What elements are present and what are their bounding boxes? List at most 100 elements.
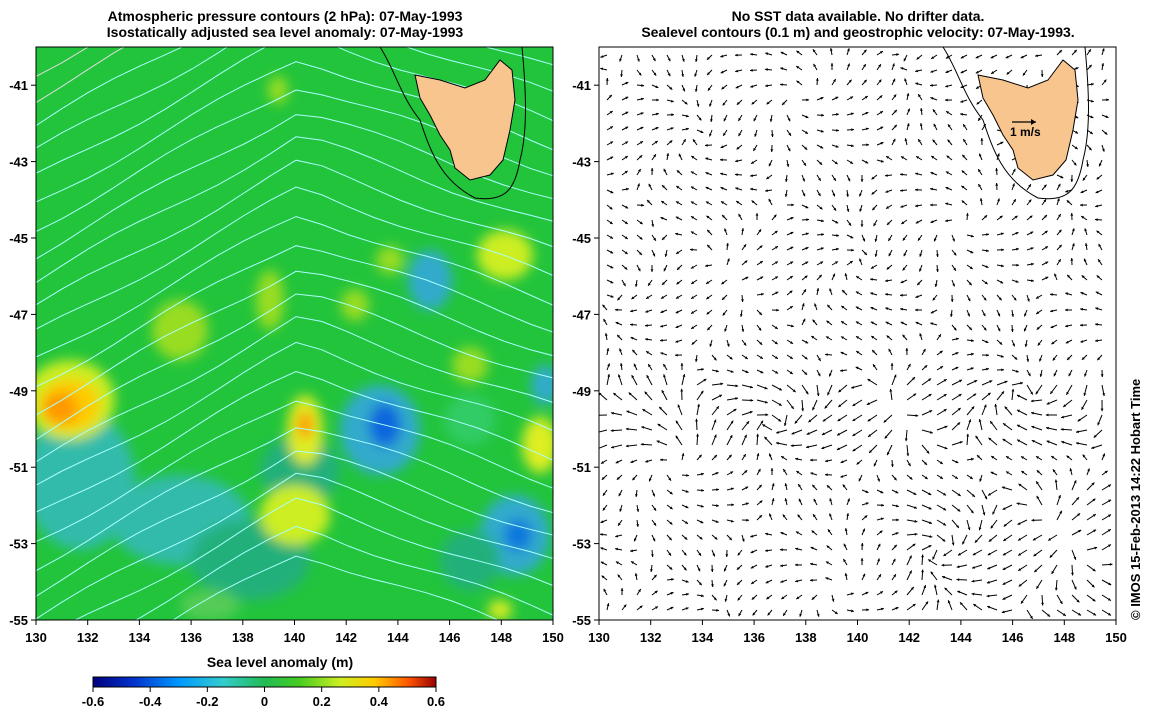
velocity-arrow (861, 63, 867, 71)
velocity-arrow (945, 110, 953, 116)
velocity-arrow (996, 309, 1001, 317)
velocity-arrow (735, 187, 743, 191)
velocity-arrow-head (834, 161, 838, 165)
velocity-arrow-head (644, 391, 648, 395)
velocity-arrow (1011, 382, 1024, 386)
velocity-arrow-head (888, 348, 892, 352)
velocity-arrow (861, 573, 866, 581)
velocity-arrow (876, 517, 884, 521)
velocity-arrow (690, 279, 698, 285)
velocity-arrow (1060, 414, 1073, 419)
velocity-arrow-head (1092, 514, 1096, 517)
velocity-arrow-head (984, 496, 987, 500)
velocity-arrow-head (765, 580, 769, 584)
left-x-tick-label: 148 (490, 630, 512, 645)
velocity-arrow-head (870, 278, 873, 281)
velocity-arrow-head (1065, 308, 1068, 312)
velocity-arrow-head (833, 207, 837, 211)
velocity-arrow-head (694, 73, 697, 77)
velocity-arrow (651, 519, 657, 526)
velocity-arrow (996, 232, 1004, 236)
velocity-arrow (1008, 84, 1013, 92)
velocity-arrow (709, 129, 713, 137)
velocity-arrow (711, 549, 716, 557)
pressure-contours (36, 47, 553, 620)
velocity-arrow-head (633, 363, 637, 367)
velocity-arrow-head (705, 201, 709, 205)
velocity-arrow-head (780, 548, 783, 552)
velocity-arrow (951, 379, 963, 386)
velocity-arrow-head (961, 185, 965, 189)
velocity-arrow (816, 77, 818, 86)
velocity-arrow-head (902, 237, 906, 241)
velocity-arrow (786, 216, 794, 221)
velocity-arrow-head (865, 502, 869, 505)
velocity-arrow-head (835, 220, 839, 224)
velocity-arrow-head (990, 421, 993, 425)
velocity-arrow-head (961, 200, 965, 204)
velocity-arrow (723, 579, 728, 587)
velocity-arrow-head (1073, 586, 1077, 590)
velocity-arrow-head (631, 296, 635, 300)
velocity-arrow-head (983, 327, 987, 331)
velocity-arrow (661, 279, 668, 286)
velocity-arrow-head (1000, 141, 1004, 145)
velocity-arrow (681, 84, 686, 92)
velocity-arrow-head (721, 201, 724, 204)
velocity-arrow-head (631, 375, 635, 379)
velocity-arrow (795, 531, 803, 536)
velocity-arrow-head (989, 380, 993, 383)
velocity-arrow-head (707, 327, 711, 331)
velocity-arrow-head (638, 72, 642, 76)
velocity-arrow (921, 364, 928, 371)
velocity-arrow-head (896, 53, 899, 56)
velocity-arrow-head (1012, 343, 1015, 347)
velocity-arrow (771, 414, 782, 422)
velocity-arrow-head (1060, 428, 1064, 431)
velocity-arrow (1046, 399, 1058, 405)
velocity-arrow-head (803, 289, 806, 293)
velocity-arrow (756, 420, 764, 431)
velocity-arrow (1002, 422, 1013, 431)
velocity-arrow (711, 579, 714, 588)
velocity-arrow (1086, 129, 1094, 135)
velocity-arrow (1071, 243, 1075, 251)
velocity-arrow (651, 549, 654, 558)
velocity-arrow-head (904, 78, 907, 82)
velocity-arrow (1098, 159, 1103, 167)
velocity-arrow (1011, 114, 1018, 120)
velocity-arrow-head (675, 325, 679, 328)
velocity-arrow (696, 534, 703, 540)
velocity-arrow-head (919, 333, 923, 337)
velocity-arrow (876, 608, 884, 611)
velocity-arrow (988, 534, 998, 542)
velocity-arrow-head (716, 488, 719, 492)
velocity-arrow (726, 434, 733, 446)
velocity-arrow-head (735, 159, 738, 163)
velocity-arrow-head (652, 253, 656, 257)
velocity-arrow-head (677, 267, 680, 270)
velocity-arrow-head (886, 335, 890, 339)
velocity-arrow-head (758, 229, 762, 233)
velocity-arrow (726, 519, 734, 523)
velocity-arrow (996, 380, 1008, 386)
pressure-contour-line (36, 370, 553, 513)
velocity-arrow (840, 351, 848, 356)
left-y-tick-label: -49 (9, 384, 28, 399)
velocity-arrow-head (1094, 546, 1098, 550)
velocity-arrow (633, 534, 638, 542)
velocity-arrow (658, 406, 668, 416)
velocity-arrow (830, 48, 833, 56)
velocity-arrow-head (850, 592, 854, 596)
velocity-arrow (1056, 129, 1064, 134)
velocity-arrow-head (715, 472, 719, 475)
velocity-arrow (1081, 354, 1088, 361)
velocity-arrow (1082, 454, 1088, 461)
velocity-arrow-head (1075, 130, 1079, 134)
velocity-arrow-head (847, 63, 850, 67)
velocity-arrow (726, 384, 739, 387)
velocity-arrow (812, 49, 818, 56)
velocity-arrow (801, 189, 806, 197)
velocity-arrow-head (1060, 160, 1064, 164)
velocity-arrow-head (1074, 146, 1078, 150)
